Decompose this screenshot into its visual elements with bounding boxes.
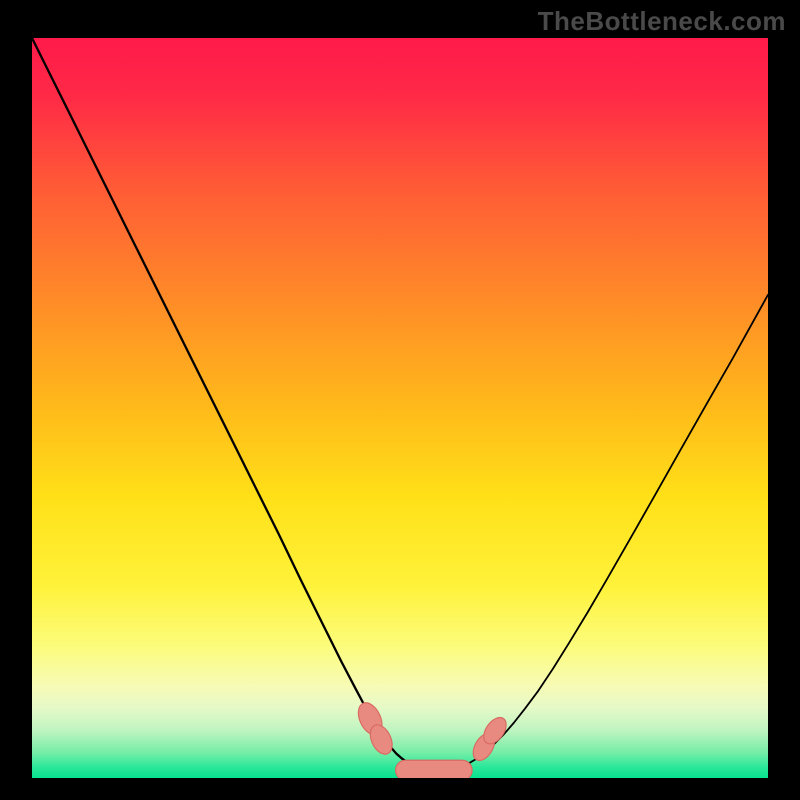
gradient-background (32, 38, 768, 778)
plot-area (32, 38, 768, 778)
marker-capsule-4 (396, 760, 473, 778)
chart-svg (32, 38, 768, 778)
image-frame: TheBottleneck.com (0, 0, 800, 800)
watermark-text: TheBottleneck.com (538, 6, 786, 37)
